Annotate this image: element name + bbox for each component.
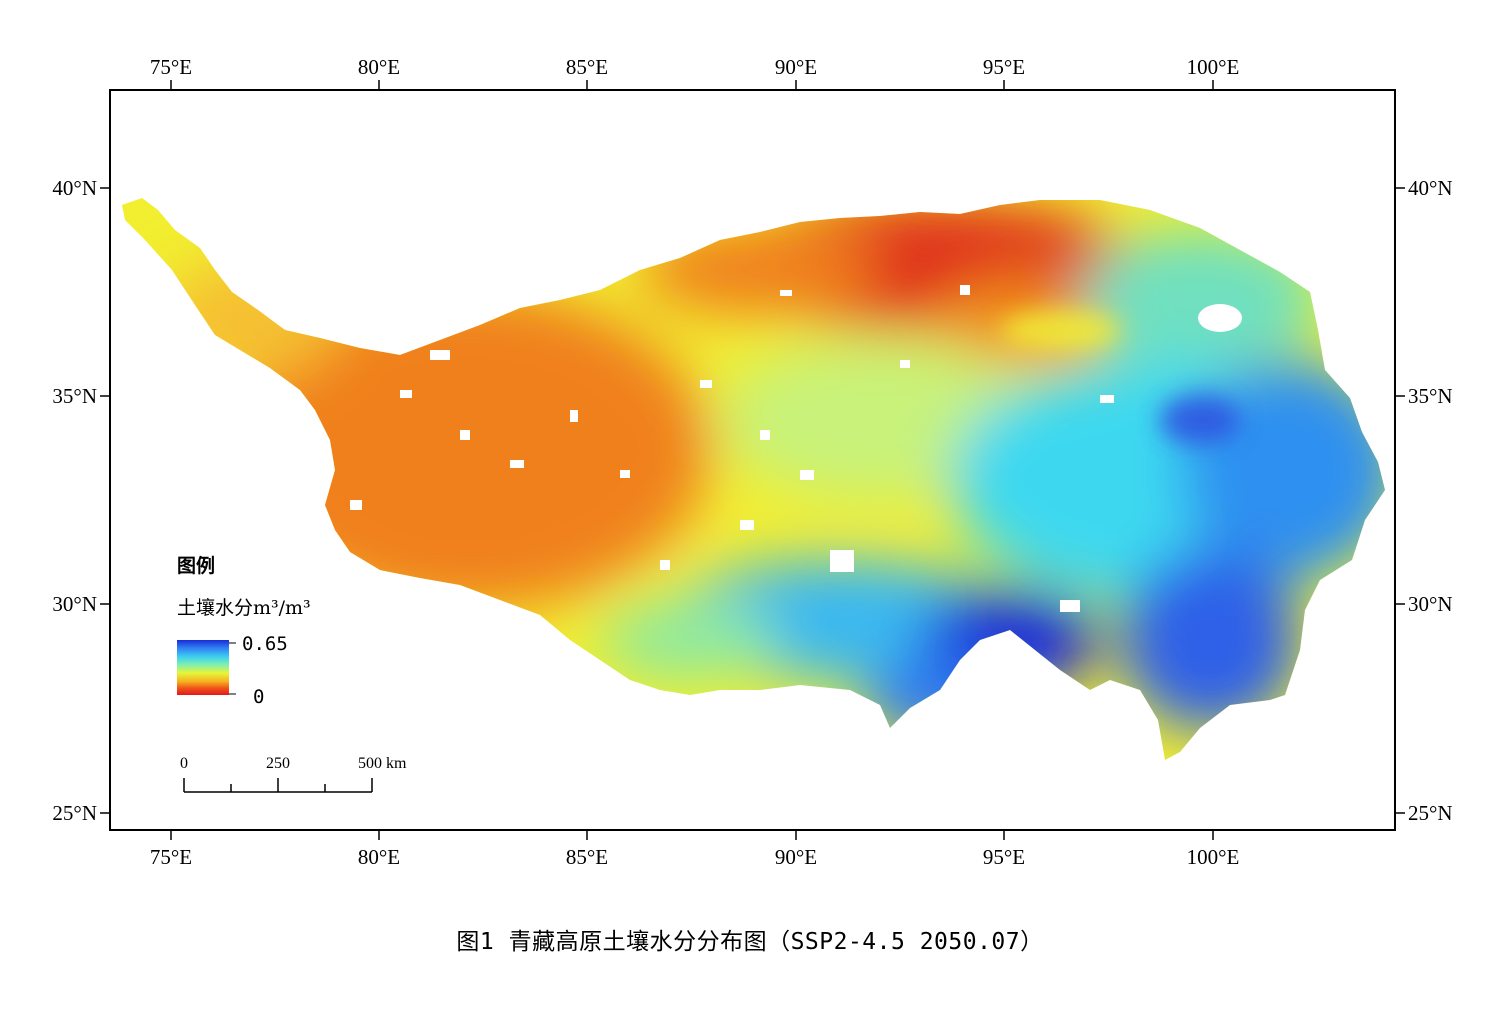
legend-variable-label: 土壤水分m³/m³ [177,597,311,619]
lon-label: 90°E [775,845,817,869]
lon-label: 80°E [358,845,400,869]
figure-caption: 图1 青藏高原土壤水分分布图（SSP2-4.5 2050.07） [456,929,1044,955]
scale-label-500: 500 km [358,755,407,772]
lon-label: 85°E [566,845,608,869]
lon-label: 80°E [358,55,400,79]
lon-label: 95°E [983,845,1025,869]
lon-label: 100°E [1187,55,1240,79]
scale-bar: 0 250 500 km [180,755,407,793]
map-frame [109,89,1396,831]
lat-label: 25°N [1408,801,1453,825]
legend-title: 图例 [177,554,215,577]
scale-label-0: 0 [180,755,188,772]
legend-min-label: 0 [253,686,264,708]
lon-label: 75°E [150,55,192,79]
legend-color-ramp [177,640,229,695]
tick-marks [100,80,1405,840]
lat-label: 35°N [52,384,97,408]
legend: 图例 土壤水分m³/m³ 0.65 0 [177,554,311,708]
lat-label: 35°N [1408,384,1453,408]
lon-label: 90°E [775,55,817,79]
lon-labels-top: 75°E 80°E 85°E 90°E 95°E 100°E [150,55,1239,79]
lon-labels-bottom: 75°E 80°E 85°E 90°E 95°E 100°E [150,845,1239,869]
lon-label: 100°E [1187,845,1240,869]
lat-label: 30°N [52,592,97,616]
lat-label: 40°N [1408,176,1453,200]
lat-label: 30°N [1408,592,1453,616]
lon-label: 75°E [150,845,192,869]
no-data-patches [350,285,1242,612]
legend-max-label: 0.65 [242,633,288,655]
lat-label: 40°N [52,176,97,200]
lat-label: 25°N [52,801,97,825]
lon-label: 85°E [566,55,608,79]
soil-moisture-raster [122,198,1385,760]
lat-labels-right: 40°N 35°N 30°N 25°N [1408,176,1453,825]
scale-label-250: 250 [266,755,290,772]
lat-labels-left: 40°N 35°N 30°N 25°N [52,176,97,825]
lon-label: 95°E [983,55,1025,79]
